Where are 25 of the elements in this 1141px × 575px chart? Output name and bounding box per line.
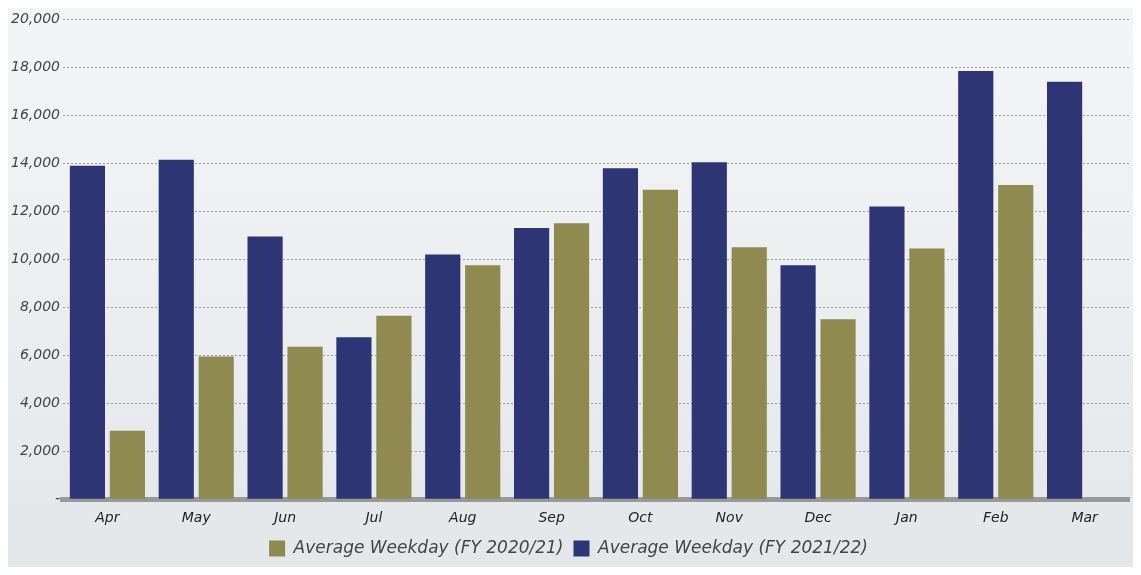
- y-tick-label: 2,000: [19, 441, 61, 458]
- y-tick-label: -: [54, 489, 60, 506]
- x-tick-label: Oct: [628, 509, 654, 526]
- legend-label: Average Weekday (FY 2020/21): [292, 536, 564, 557]
- x-tick-label: May: [181, 509, 212, 526]
- y-tick-label: 18,000: [10, 58, 61, 75]
- x-tick-label: Feb: [982, 509, 1009, 526]
- x-tick-label: Jan: [893, 509, 918, 526]
- x-tick-label: Dec: [804, 509, 832, 526]
- y-tick-label: 14,000: [10, 153, 61, 170]
- y-tick-label: 4,000: [19, 393, 61, 410]
- x-tick-label: Apr: [94, 509, 121, 526]
- x-tick-label: Aug: [448, 509, 477, 526]
- y-tick-label: 12,000: [10, 201, 61, 218]
- x-tick-label: Mar: [1071, 509, 1100, 526]
- y-tick-label: 16,000: [10, 106, 61, 122]
- x-tick-label: Sep: [538, 509, 565, 526]
- y-tick-label: 10,000: [10, 249, 61, 266]
- x-tick-label: Jul: [362, 509, 383, 526]
- y-tick-label: 20,000: [10, 10, 61, 27]
- y-tick-label: 6,000: [19, 345, 61, 362]
- legend-label: Average Weekday (FY 2021/22): [597, 536, 868, 557]
- x-tick-label: Jun: [271, 509, 297, 526]
- y-tick-label: 8,000: [19, 297, 61, 314]
- x-tick-label: Nov: [715, 509, 744, 526]
